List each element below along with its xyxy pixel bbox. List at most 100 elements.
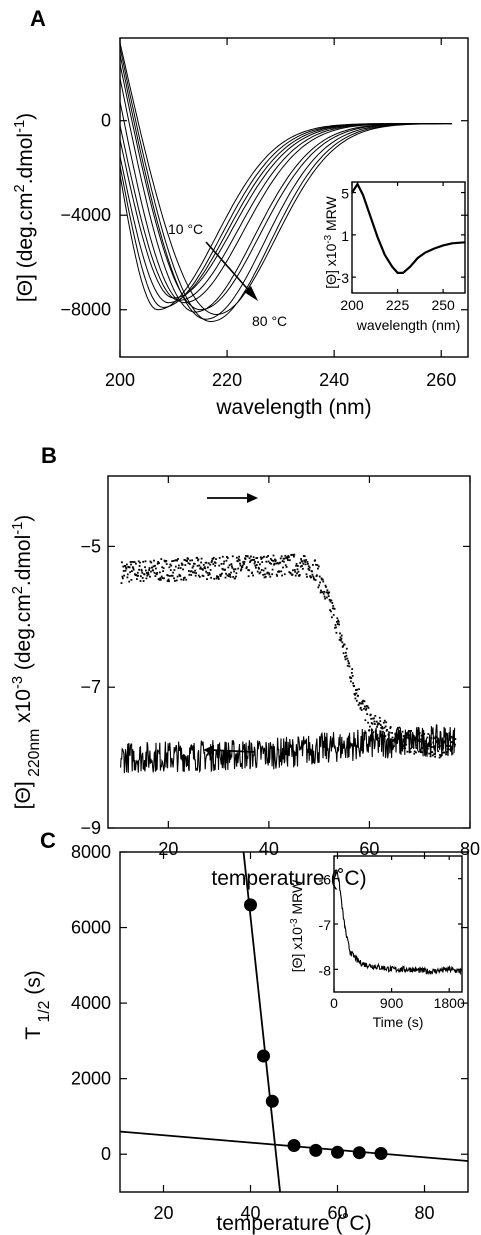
b-heating-point: [192, 571, 194, 574]
b-heating-point: [152, 565, 155, 568]
b-xtick-label: 60: [359, 839, 379, 859]
c-inset-xtick-label: 1800: [434, 995, 465, 1011]
b-heating-point: [302, 567, 304, 570]
b-xtick-label: 80: [460, 839, 480, 859]
b-heating-point: [350, 677, 353, 679]
b-heating-point: [121, 577, 124, 580]
b-heating-point: [409, 751, 412, 753]
b-heating-point: [169, 563, 172, 566]
b-heating-point: [344, 655, 346, 658]
b-heating-point: [131, 570, 133, 572]
b-heating-point: [187, 562, 190, 565]
b-heating-point: [205, 570, 207, 573]
b-heating-point: [438, 756, 441, 759]
b-heating-point: [309, 575, 312, 577]
b-heating-point: [434, 755, 436, 758]
b-heating-point: [314, 559, 316, 562]
b-heating-point: [165, 560, 168, 562]
b-heating-point: [341, 641, 344, 644]
b-heating-point: [218, 564, 221, 567]
b-heating-point: [160, 558, 163, 560]
b-heating-point: [161, 566, 164, 569]
b-heating-point: [382, 730, 384, 733]
b-heating-point: [357, 704, 360, 706]
b-heating-point: [207, 562, 210, 565]
b-heating-point: [267, 560, 270, 563]
b-heating-point: [273, 563, 275, 566]
b-heating-point: [414, 736, 417, 739]
c-point: [331, 1145, 344, 1159]
b-heating-point: [144, 560, 147, 563]
b-heating-point: [361, 702, 364, 705]
b-heating-point: [193, 571, 196, 574]
c-xtick-label: 60: [327, 1203, 347, 1223]
b-heating-point: [146, 574, 149, 577]
b-heating-point: [454, 738, 457, 740]
b-heating-point: [312, 575, 315, 578]
b-heating-point: [266, 572, 269, 575]
b-heating-point: [257, 561, 259, 564]
b-heating-point: [303, 559, 306, 562]
b-heating-point: [445, 751, 448, 753]
b-heating-point: [145, 569, 147, 572]
b-heating-point: [194, 569, 197, 572]
b-heating-point: [234, 577, 236, 580]
b-heating-point: [330, 599, 333, 602]
b-heating-point: [177, 567, 180, 569]
b-heating-point: [169, 575, 171, 577]
panel-letter-c: C: [40, 828, 56, 853]
b-heating-point: [369, 713, 372, 716]
b-heating-point: [161, 577, 164, 580]
b-heating-point: [266, 571, 269, 574]
b-heating-point: [271, 568, 274, 571]
b-heating-point: [147, 573, 150, 576]
b-heating-point: [188, 573, 191, 576]
b-heating-point: [435, 736, 438, 739]
b-heating-point: [210, 576, 212, 579]
b-heating-point: [336, 623, 339, 625]
b-heating-point: [235, 575, 237, 578]
b-heating-point: [162, 567, 165, 569]
b-heating-point: [410, 730, 412, 732]
b-heating-point: [345, 654, 348, 657]
b-heating-point: [246, 555, 249, 557]
b-heating-point: [296, 568, 299, 571]
b-heating-point: [451, 752, 454, 755]
b-heating-point: [172, 560, 175, 562]
b-heating-point: [275, 562, 278, 565]
b-heating-point: [229, 576, 232, 578]
b-heating-point: [187, 558, 189, 560]
b-heating-point: [259, 571, 262, 574]
b-heating-point: [252, 574, 254, 577]
b-heating-point: [227, 575, 230, 577]
b-heating-point: [327, 592, 330, 595]
b-heating-point: [171, 574, 174, 577]
b-heating-point: [260, 569, 263, 571]
b-heating-point: [167, 574, 169, 577]
b-heating-point: [188, 570, 190, 572]
b-heating-point: [385, 729, 388, 732]
b-heating-point: [140, 568, 143, 571]
b-heating-point: [238, 559, 241, 562]
b-heating-point: [251, 559, 254, 561]
b-heating-point: [189, 559, 192, 562]
c-xtick-label: 20: [153, 1203, 173, 1223]
b-heating-point: [130, 563, 132, 566]
b-heating-point: [339, 632, 341, 635]
b-heating-point: [286, 557, 289, 560]
b-heating-point: [211, 560, 213, 562]
b-heating-point: [391, 736, 394, 739]
b-heating-point: [249, 560, 252, 563]
b-heating-point: [176, 575, 179, 578]
b-heating-point: [270, 559, 273, 562]
b-heating-point: [306, 561, 309, 563]
b-heating-point: [120, 582, 123, 584]
b-heating-point: [359, 702, 361, 705]
b-heating-point: [313, 578, 316, 581]
b-heating-point: [342, 652, 345, 655]
b-heating-point: [307, 565, 310, 568]
b-heating-point: [421, 751, 423, 754]
b-heating-point: [370, 717, 373, 720]
b-heating-point: [224, 576, 227, 579]
b-heating-point: [415, 751, 417, 754]
